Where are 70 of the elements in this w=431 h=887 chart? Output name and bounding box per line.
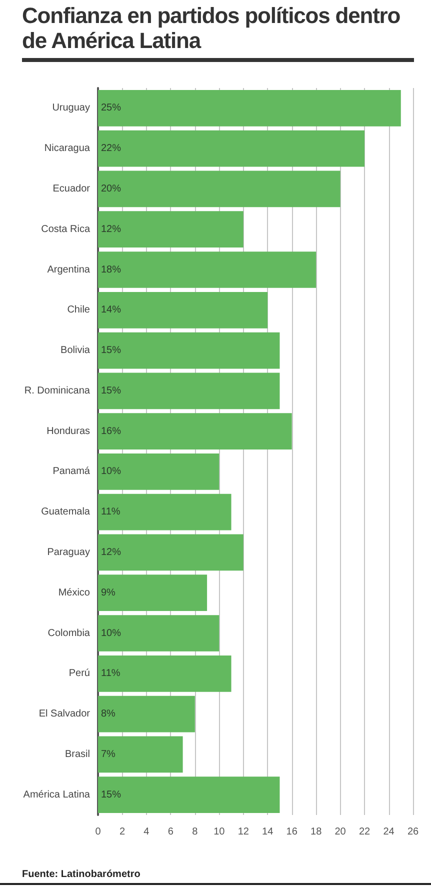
bar	[98, 776, 280, 813]
y-tick-label: El Salvador	[38, 708, 91, 720]
data-label: 7%	[101, 748, 116, 760]
bar	[98, 292, 268, 328]
bar	[98, 534, 244, 571]
bar	[98, 372, 280, 410]
data-label: 10%	[101, 466, 122, 478]
data-label: 15%	[101, 345, 122, 356]
data-label: 9%	[101, 587, 116, 598]
x-tick-label: 14	[262, 826, 274, 838]
data-label: 18%	[101, 264, 122, 276]
x-tick-label: 22	[358, 826, 371, 838]
y-tick-label: Paraguay	[47, 546, 90, 558]
data-label: 25%	[101, 102, 122, 114]
x-tick-label: 4	[144, 826, 150, 838]
bar	[98, 413, 292, 450]
y-tick-label: Costa Rica	[41, 224, 90, 235]
chart-title: Confianza en partidos políticos dentro de América Latina	[22, 3, 402, 53]
y-tick-label: Colombia	[48, 628, 90, 639]
data-label: 20%	[101, 183, 122, 194]
bar	[98, 574, 208, 612]
x-tick-label: 18	[310, 826, 322, 838]
y-tick-label: Ecuador	[52, 183, 91, 194]
y-tick-label: R. Dominicana	[24, 385, 90, 396]
bar	[98, 332, 280, 369]
y-tick-label: México	[58, 587, 90, 598]
y-tick-label: Perú	[68, 668, 90, 680]
bar	[98, 211, 244, 248]
y-tick-label: Chile	[67, 304, 90, 316]
x-tick-label: 2	[119, 826, 126, 838]
data-label: 22%	[101, 143, 122, 154]
bar	[98, 736, 183, 773]
data-label: 12%	[101, 224, 122, 235]
bar	[98, 454, 220, 490]
data-label: 10%	[101, 628, 122, 639]
y-tick-label: Panamá	[52, 466, 90, 478]
x-tick-label: 0	[95, 826, 102, 838]
y-tick-label: Guatemala	[41, 506, 90, 518]
x-tick-label: 20	[334, 826, 346, 838]
bar	[98, 615, 220, 652]
data-label: 15%	[101, 789, 122, 800]
y-tick-label: Brasil	[64, 748, 90, 760]
data-label: 16%	[101, 426, 122, 437]
data-label: 8%	[101, 708, 116, 720]
bar	[98, 252, 316, 288]
y-tick-label: Nicaragua	[44, 143, 90, 154]
data-label: 12%	[101, 546, 122, 558]
x-tick-label: 12	[238, 826, 250, 838]
x-tick-label: 26	[407, 826, 419, 838]
x-tick-label: 10	[214, 826, 226, 838]
x-tick-label: 24	[383, 826, 395, 838]
data-label: 15%	[101, 385, 122, 396]
bar	[98, 494, 232, 530]
data-label: 14%	[101, 304, 122, 316]
bar	[98, 130, 365, 167]
bar	[98, 696, 195, 732]
bar	[98, 655, 232, 692]
y-tick-label: Uruguay	[52, 102, 90, 114]
x-tick-label: 6	[168, 826, 174, 838]
y-tick-label: Argentina	[47, 264, 90, 276]
data-label: 11%	[101, 668, 120, 680]
bar	[98, 170, 340, 208]
x-tick-label: 8	[192, 826, 198, 838]
y-tick-label: Honduras	[46, 426, 90, 437]
x-tick-label: 16	[286, 826, 298, 838]
y-tick-label: América Latina	[23, 789, 90, 800]
data-label: 11%	[101, 506, 120, 518]
bar	[98, 90, 401, 126]
source-note: Fuente: Latinobarómetro	[22, 869, 140, 880]
y-tick-label: Bolivia	[60, 345, 90, 356]
